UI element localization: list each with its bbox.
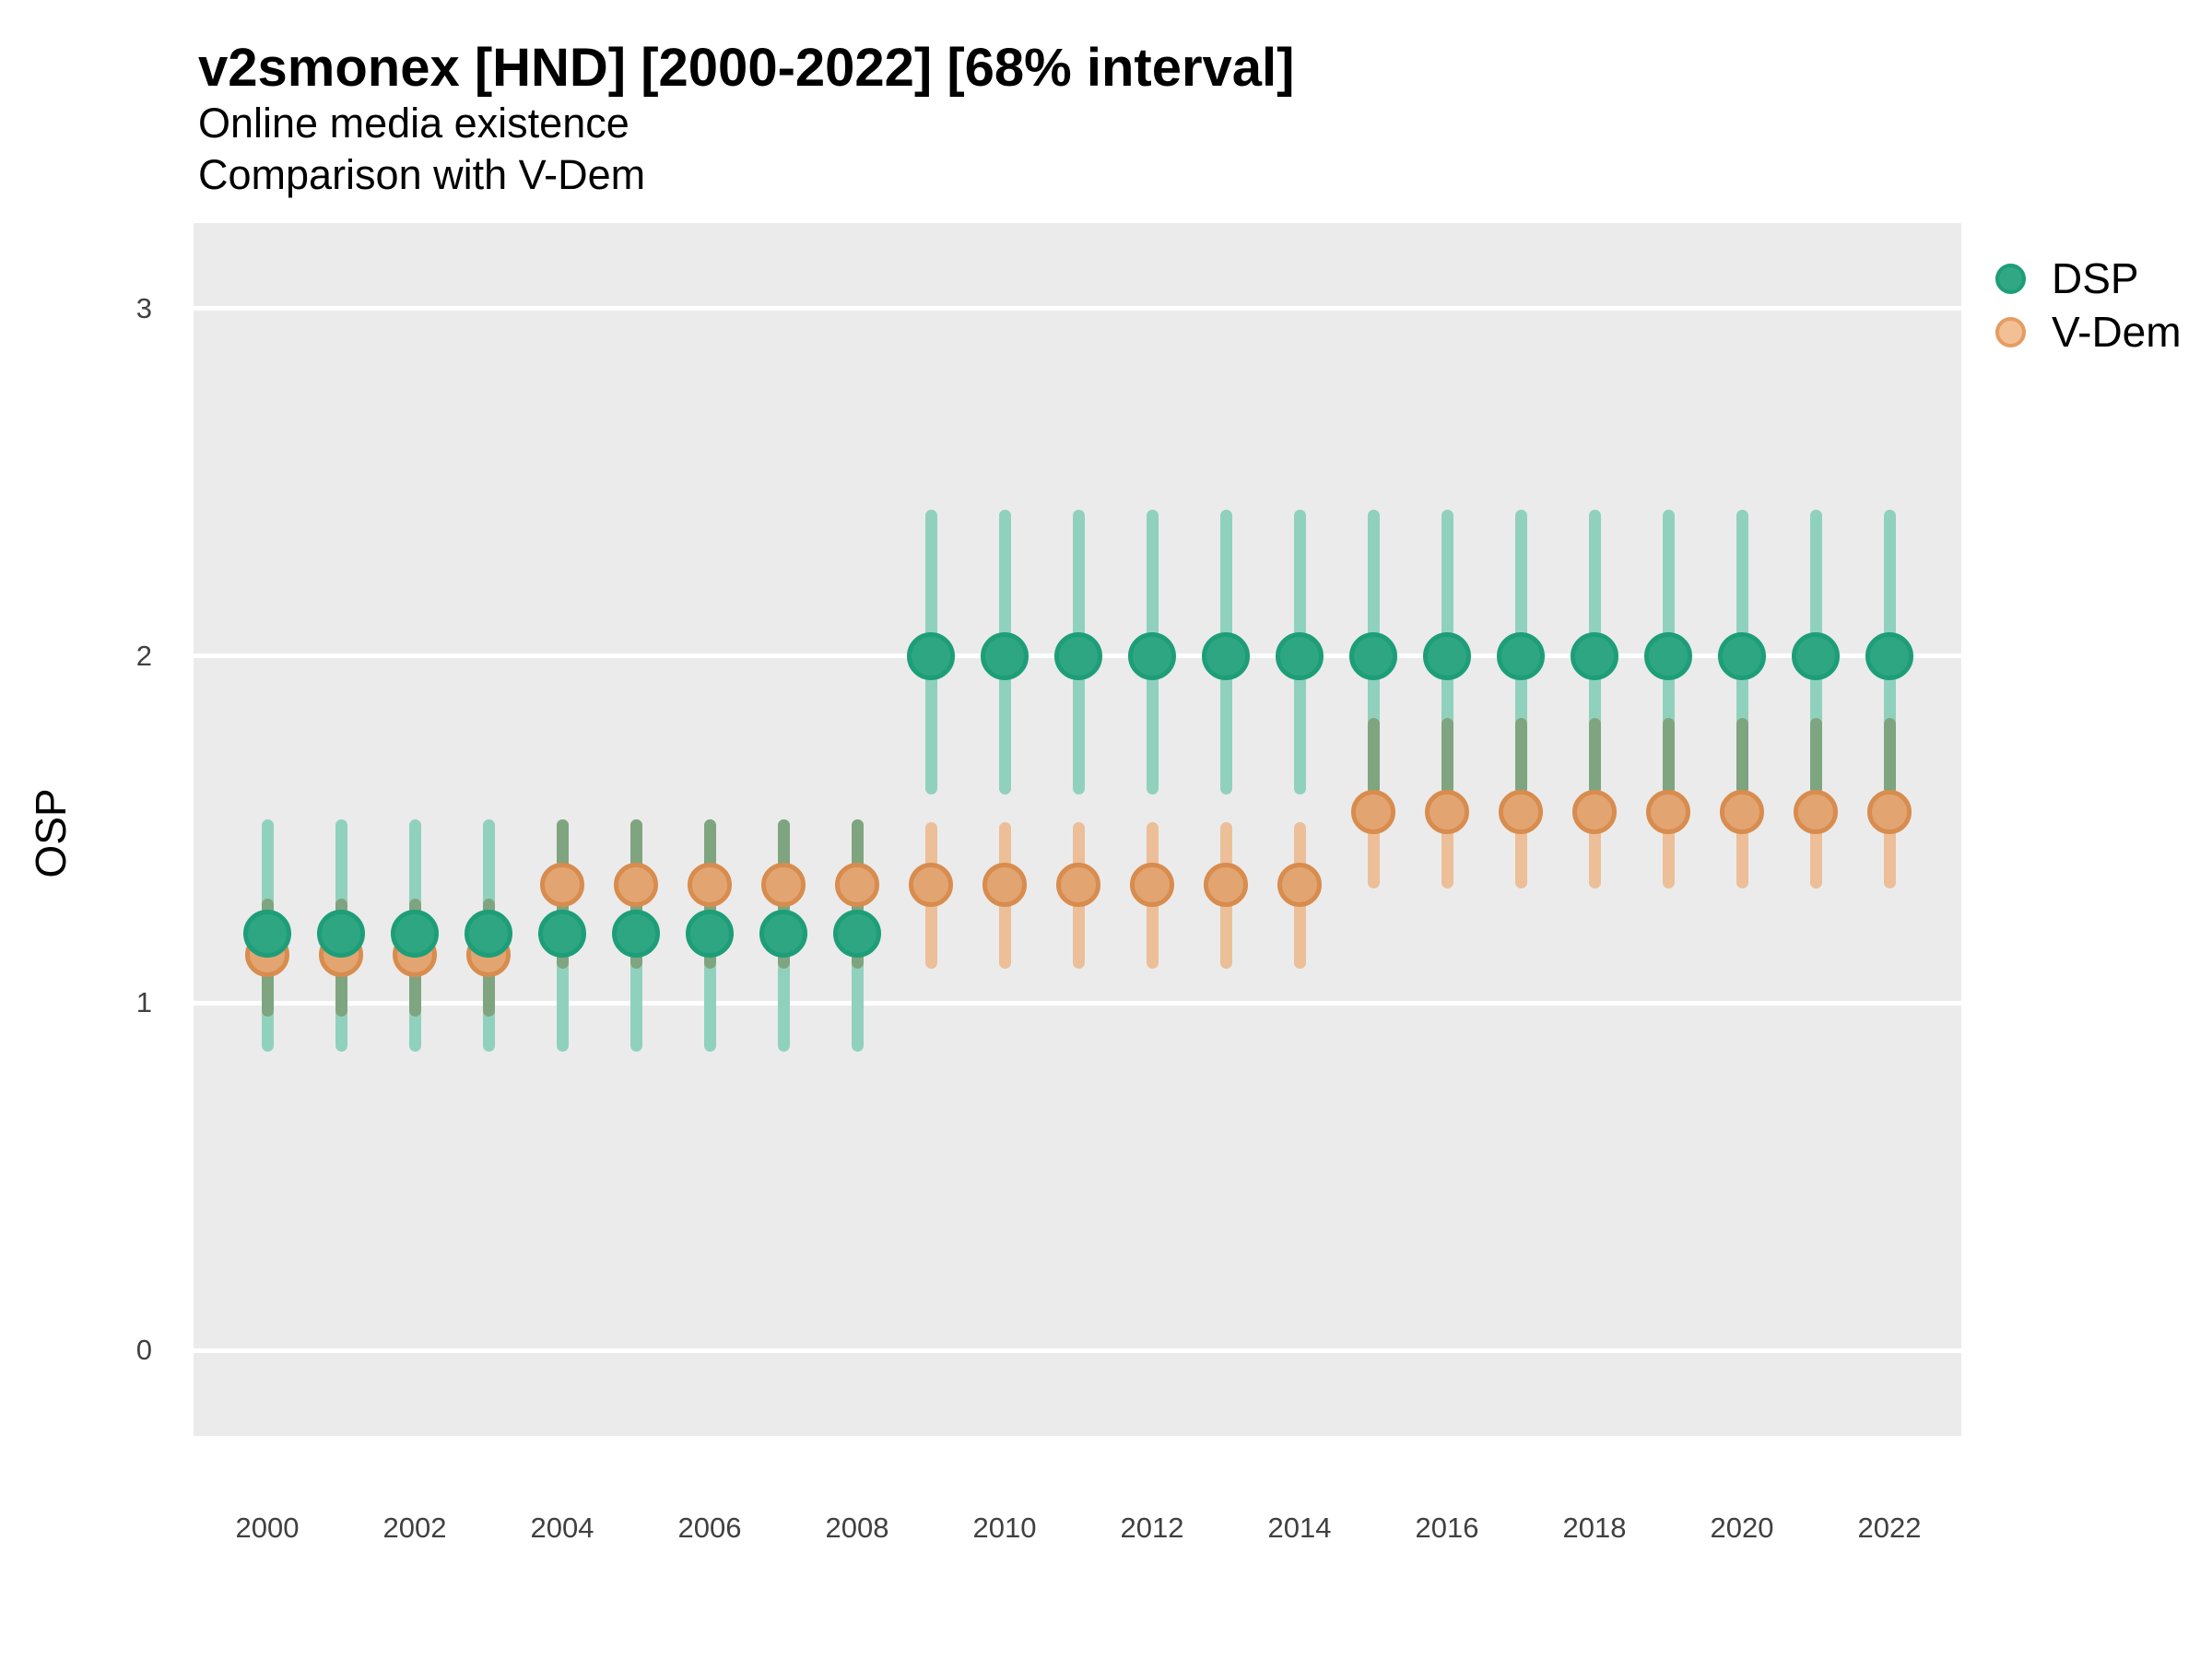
dsp-point-2022 — [1865, 631, 1913, 680]
vdem-point-2006 — [688, 863, 732, 908]
gridline-y-3 — [194, 306, 1961, 312]
dsp-point-2007 — [759, 909, 807, 958]
vdem-point-2012 — [1130, 863, 1174, 908]
x-tick-label-2016: 2016 — [1415, 1512, 1479, 1544]
x-tick-label-2008: 2008 — [825, 1512, 889, 1544]
dsp-point-2021 — [1792, 631, 1840, 680]
vdem-point-2014 — [1277, 863, 1322, 908]
vdem-point-2017 — [1499, 790, 1543, 835]
chart-subtitle-line2: Comparison with V-Dem — [198, 151, 646, 198]
dsp-point-2008 — [833, 909, 881, 958]
dsp-point-2014 — [1276, 631, 1324, 680]
dsp-point-2015 — [1349, 631, 1397, 680]
interval-overlap-2020 — [1735, 718, 1748, 795]
y-tick-label-1: 1 — [135, 986, 152, 1019]
dsp-point-2000 — [243, 909, 291, 958]
vdem-point-2004 — [540, 863, 584, 908]
dsp-point-2005 — [612, 909, 660, 958]
vdem-point-2016 — [1425, 790, 1469, 835]
dsp-point-2011 — [1054, 631, 1102, 680]
x-tick-label-2020: 2020 — [1710, 1512, 1774, 1544]
dsp-point-2003 — [465, 909, 512, 958]
x-tick-label-2012: 2012 — [1120, 1512, 1184, 1544]
dsp-point-2019 — [1644, 631, 1692, 680]
dsp-point-2001 — [317, 909, 365, 958]
dsp-point-2004 — [538, 909, 586, 958]
legend-dsp-label: DSP — [2052, 254, 2139, 302]
y-axis-title: OSP — [27, 788, 75, 878]
x-tick-label-2002: 2002 — [382, 1512, 447, 1544]
x-tick-label-2022: 2022 — [1857, 1512, 1922, 1544]
x-tick-label-2000: 2000 — [235, 1512, 300, 1544]
interval-overlap-2016 — [1441, 718, 1453, 795]
plot-panel — [194, 223, 1961, 1436]
vdem-point-2005 — [614, 863, 658, 908]
vdem-point-2013 — [1204, 863, 1248, 908]
y-tick-label-0: 0 — [135, 1334, 152, 1366]
y-tick-label-2: 2 — [135, 639, 152, 672]
vdem-point-2011 — [1056, 863, 1100, 908]
legend-dsp-swatch-icon — [1994, 263, 2026, 294]
x-tick-label-2010: 2010 — [972, 1512, 1037, 1544]
vdem-point-2020 — [1720, 790, 1764, 835]
dsp-point-2020 — [1718, 631, 1766, 680]
legend-vdem-swatch-icon — [1994, 316, 2026, 347]
dsp-point-2012 — [1128, 631, 1176, 680]
x-tick-label-2018: 2018 — [1562, 1512, 1627, 1544]
vdem-point-2018 — [1572, 790, 1617, 835]
dsp-point-2013 — [1202, 631, 1250, 680]
dsp-point-2016 — [1423, 631, 1471, 680]
dsp-point-2017 — [1497, 631, 1545, 680]
vdem-point-2019 — [1646, 790, 1690, 835]
vdem-point-2008 — [835, 863, 879, 908]
vdem-point-2015 — [1351, 790, 1395, 835]
interval-overlap-2022 — [1883, 718, 1896, 795]
interval-overlap-2019 — [1662, 718, 1675, 795]
interval-overlap-2021 — [1809, 718, 1822, 795]
gridline-y-1 — [194, 1000, 1961, 1006]
vdem-point-2022 — [1867, 790, 1912, 835]
dsp-point-2010 — [981, 631, 1029, 680]
interval-overlap-2017 — [1514, 718, 1527, 795]
gridline-y-0 — [194, 1347, 1961, 1353]
dsp-point-2018 — [1571, 631, 1618, 680]
vdem-point-2010 — [982, 863, 1027, 908]
vdem-point-2021 — [1794, 790, 1838, 835]
dsp-point-2006 — [686, 909, 734, 958]
legend-vdem-label: V-Dem — [2052, 308, 2182, 356]
chart-subtitle-line1: Online media existence — [198, 100, 629, 147]
vdem-point-2009 — [909, 863, 953, 908]
vdem-point-2007 — [761, 863, 806, 908]
y-tick-label-3: 3 — [135, 291, 152, 324]
dsp-point-2002 — [391, 909, 439, 958]
interval-overlap-2018 — [1588, 718, 1601, 795]
chart-title: v2smonex [HND] [2000-2022] [68% interval… — [198, 38, 1295, 98]
dsp-point-2009 — [907, 631, 955, 680]
interval-overlap-2015 — [1367, 718, 1380, 795]
x-tick-label-2004: 2004 — [530, 1512, 594, 1544]
x-tick-label-2014: 2014 — [1267, 1512, 1332, 1544]
x-tick-label-2006: 2006 — [677, 1512, 742, 1544]
